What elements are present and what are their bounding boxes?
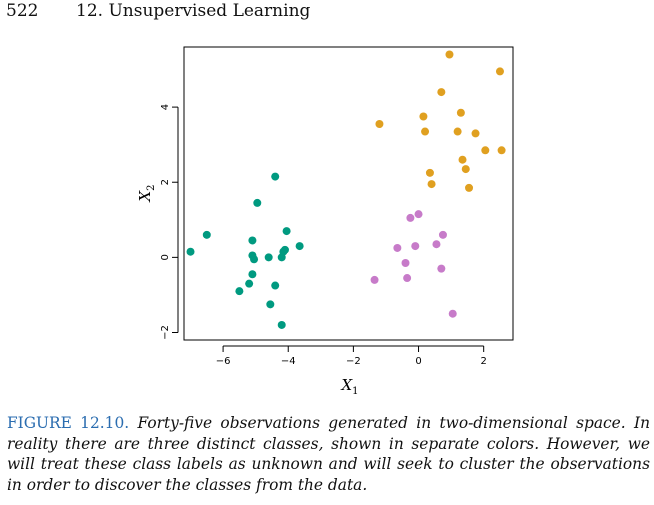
data-point bbox=[438, 230, 447, 239]
data-point bbox=[403, 274, 412, 283]
data-point bbox=[295, 242, 304, 251]
data-point bbox=[437, 264, 446, 273]
data-point bbox=[271, 281, 280, 290]
data-point bbox=[448, 309, 457, 318]
y-tick-label: 0 bbox=[160, 254, 171, 260]
y-tick-label: −2 bbox=[160, 325, 171, 340]
x-tick-label: −6 bbox=[216, 356, 231, 367]
figure-caption: FIGURE 12.10. Forty-five observations ge… bbox=[7, 413, 650, 495]
y-axis-label-sub: 2 bbox=[146, 184, 157, 190]
y-tick-label: 2 bbox=[160, 179, 171, 185]
data-point bbox=[401, 258, 410, 267]
data-point bbox=[250, 255, 259, 264]
data-point bbox=[414, 210, 423, 219]
data-point bbox=[427, 180, 436, 189]
data-point bbox=[245, 279, 254, 288]
data-point bbox=[253, 198, 262, 207]
data-points bbox=[186, 50, 506, 329]
data-point bbox=[421, 127, 430, 136]
x-tick-label: −4 bbox=[281, 356, 296, 367]
data-point bbox=[437, 88, 446, 97]
data-point bbox=[393, 243, 402, 252]
x-axis: −6 −4 −2 0 2 bbox=[216, 345, 487, 367]
data-point bbox=[248, 270, 257, 279]
data-point bbox=[453, 127, 462, 136]
figure-label: FIGURE 12.10. bbox=[7, 414, 130, 432]
data-point bbox=[186, 247, 195, 256]
data-point bbox=[280, 245, 289, 254]
y-axis-label: X2 bbox=[136, 184, 157, 202]
data-point bbox=[481, 146, 490, 155]
caption-text: Forty-five observations generated in two… bbox=[7, 414, 650, 494]
y-axis: −2 0 2 4 bbox=[160, 104, 179, 340]
data-point bbox=[419, 112, 428, 121]
data-point bbox=[471, 129, 480, 138]
chapter-title: 12. Unsupervised Learning bbox=[76, 1, 311, 21]
data-point bbox=[406, 213, 415, 222]
data-point bbox=[432, 240, 441, 249]
y-tick-label: 4 bbox=[160, 104, 171, 110]
data-point bbox=[266, 300, 275, 309]
data-point bbox=[235, 287, 244, 296]
data-point bbox=[445, 50, 454, 59]
data-point bbox=[264, 253, 273, 262]
data-point bbox=[456, 108, 465, 117]
x-tick-label: 0 bbox=[415, 356, 421, 367]
data-point bbox=[495, 67, 504, 76]
data-point bbox=[370, 275, 379, 284]
data-point bbox=[248, 236, 257, 245]
x-axis-label: X1 bbox=[340, 376, 358, 397]
data-point bbox=[202, 230, 211, 239]
data-point bbox=[425, 168, 434, 177]
plot-frame bbox=[183, 46, 514, 341]
y-axis-label-main: X bbox=[136, 190, 154, 203]
data-point bbox=[282, 227, 291, 236]
page-number: 522 bbox=[6, 1, 39, 21]
data-point bbox=[271, 172, 280, 181]
data-point bbox=[458, 155, 467, 164]
x-tick-label: 2 bbox=[480, 356, 486, 367]
data-point bbox=[411, 242, 420, 251]
data-point bbox=[497, 146, 506, 155]
data-point bbox=[277, 320, 286, 329]
x-axis-label-main: X bbox=[340, 376, 353, 394]
running-head: 522 12. Unsupervised Learning bbox=[6, 1, 310, 21]
data-point bbox=[465, 183, 474, 192]
x-axis-label-sub: 1 bbox=[352, 386, 358, 397]
x-tick-label: −2 bbox=[346, 356, 361, 367]
data-point bbox=[461, 165, 470, 174]
data-point bbox=[375, 120, 384, 129]
